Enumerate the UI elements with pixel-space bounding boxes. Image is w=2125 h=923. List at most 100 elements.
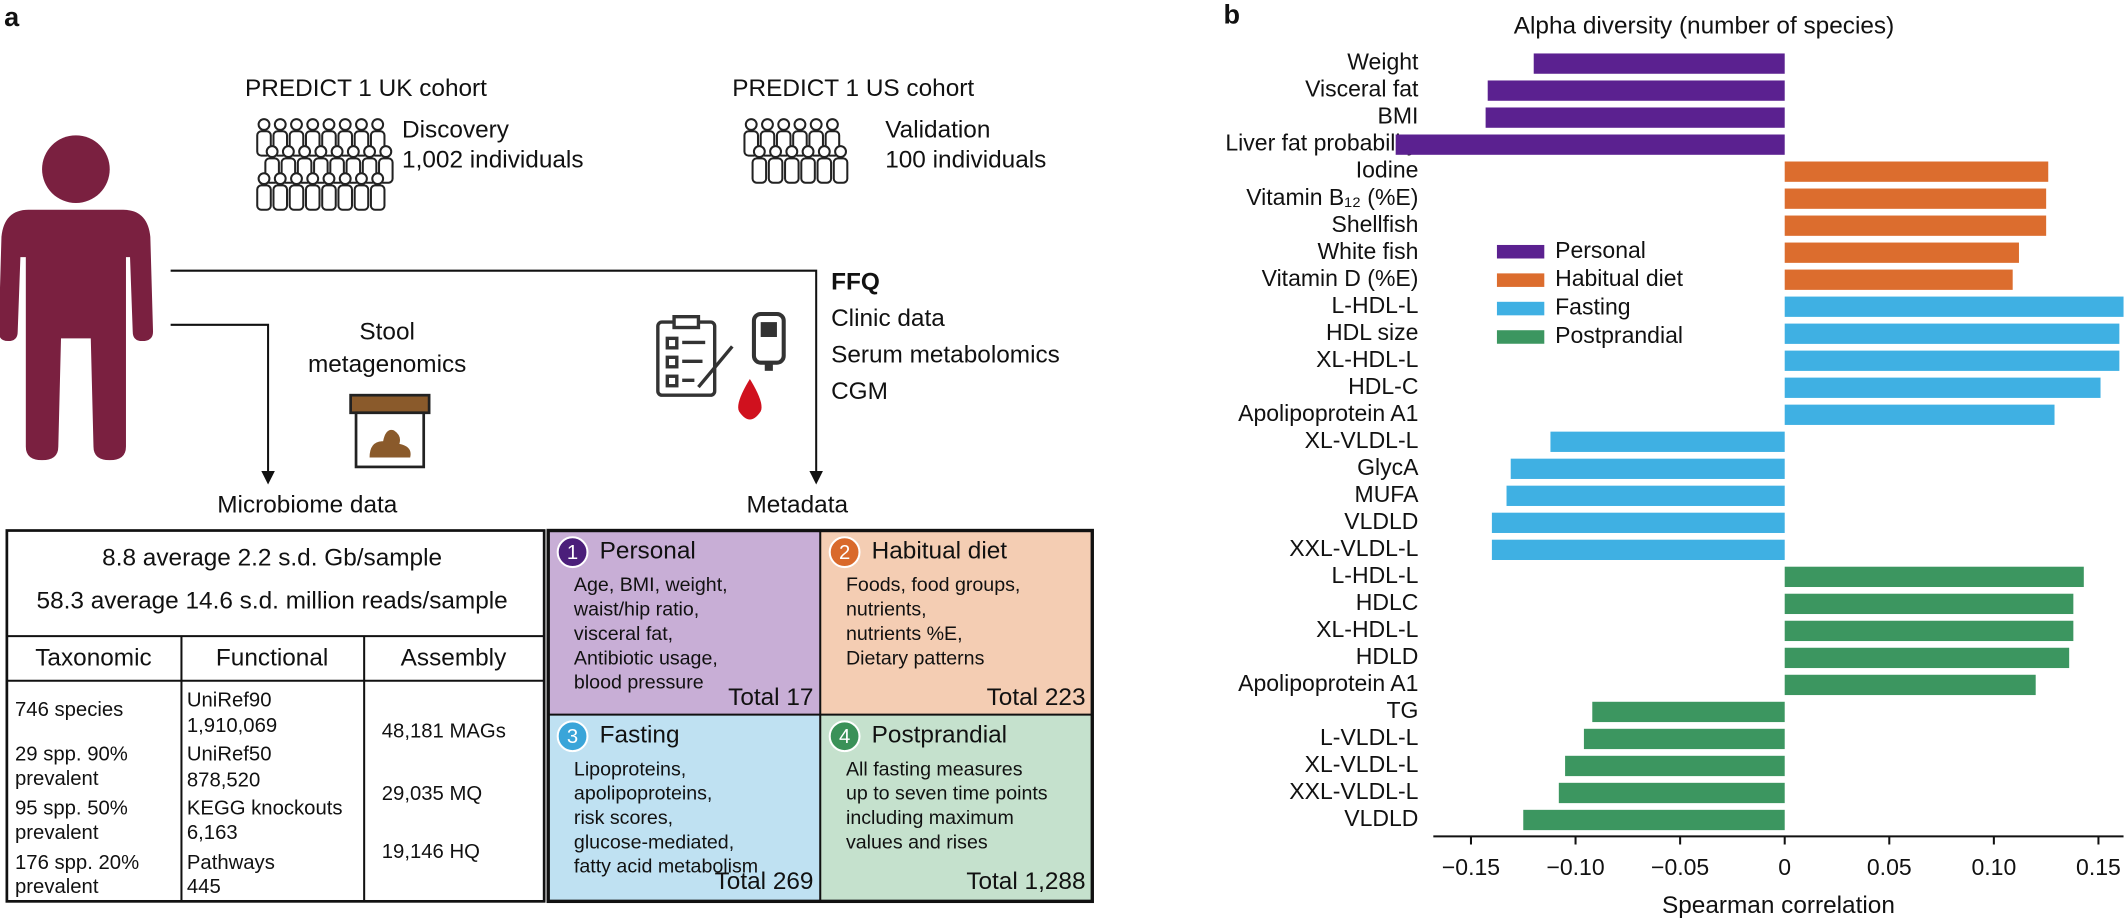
functional-cell: UniRef50 xyxy=(187,744,272,766)
person-outline xyxy=(290,172,303,186)
y-tick-label: White fish xyxy=(1317,238,1418,264)
category-description: visceral fat, xyxy=(574,623,673,645)
person-outline xyxy=(371,118,385,131)
person-outline xyxy=(785,145,799,159)
category-number: 3 xyxy=(567,726,578,748)
bar xyxy=(1485,107,1785,128)
person-outline xyxy=(338,172,352,186)
assembly-cell: 19,146 HQ xyxy=(382,841,480,863)
x-tick-label: −0.10 xyxy=(1546,854,1604,880)
bar xyxy=(1506,485,1785,506)
microbiome-box xyxy=(5,529,546,903)
bar xyxy=(1491,512,1785,533)
y-tick-label: Apolipoprotein A1 xyxy=(1238,670,1418,696)
legend-swatch xyxy=(1496,301,1545,316)
stool-label: metagenomics xyxy=(308,351,466,378)
table-header: Assembly xyxy=(401,645,507,672)
category-badge xyxy=(828,536,861,569)
category-name: Postprandial xyxy=(872,722,1007,749)
category-description: glucose-mediated, xyxy=(574,831,734,853)
category-number: 4 xyxy=(839,726,850,748)
y-tick-label: MUFA xyxy=(1355,481,1420,507)
legend-swatch xyxy=(1496,244,1545,259)
legend-label: Fasting xyxy=(1555,294,1630,320)
bar xyxy=(1784,404,2055,425)
sequencing-stat: 8.8 average 2.2 s.d. Gb/sample xyxy=(102,544,442,571)
person-outline xyxy=(379,145,393,159)
bar xyxy=(1784,161,2049,182)
functional-cell: 445 xyxy=(187,876,221,898)
person-outline xyxy=(752,145,766,159)
category-description: fatty acid metabolism xyxy=(574,856,758,878)
bar xyxy=(1523,809,1785,831)
category-total: Total 269 xyxy=(715,868,814,895)
y-tick-label: HDL-C xyxy=(1348,373,1418,399)
legend-swatch xyxy=(1496,273,1545,287)
category-description: Lipoproteins, xyxy=(574,758,686,780)
bar xyxy=(1510,458,1785,479)
category-badge xyxy=(828,720,861,753)
y-tick-label: BMI xyxy=(1378,103,1419,129)
metadata-input: FFQ xyxy=(831,268,880,295)
bar xyxy=(1487,80,1785,101)
functional-cell: 6,163 xyxy=(187,822,238,844)
functional-cell: UniRef90 xyxy=(187,689,272,711)
bar xyxy=(1784,566,2084,588)
bar xyxy=(1784,593,2074,615)
category-name: Fasting xyxy=(600,722,680,749)
taxonomic-cell: 746 species xyxy=(15,699,123,721)
category-description: Antibiotic usage, xyxy=(574,647,718,669)
sequencing-stat: 58.3 average 14.6 s.d. million reads/sam… xyxy=(37,588,508,615)
taxonomic-cell: 29 spp. 90% xyxy=(15,744,128,766)
person-outline xyxy=(751,157,768,184)
panel-label: a xyxy=(4,2,20,32)
y-tick-label: L-HDL-L xyxy=(1332,562,1419,588)
y-tick-label: XL-VLDL-L xyxy=(1305,751,1419,777)
y-tick-label: XL-HDL-L xyxy=(1316,346,1418,372)
functional-cell: Pathways xyxy=(187,852,275,874)
category-description: apolipoproteins, xyxy=(574,783,712,805)
person-outline xyxy=(337,184,353,211)
y-tick-label: Apolipoprotein A1 xyxy=(1238,400,1418,426)
person-outline xyxy=(257,172,271,186)
y-tick-label: Visceral fat xyxy=(1305,76,1419,102)
y-tick-label: HDLC xyxy=(1356,589,1419,615)
person-outline xyxy=(281,145,295,159)
panel-label: b xyxy=(1224,0,1241,29)
bar xyxy=(1784,296,2124,317)
legend-label: Habitual diet xyxy=(1555,265,1683,291)
category-description: Foods, food groups, xyxy=(846,574,1020,596)
person-outline xyxy=(744,118,758,131)
person-outline xyxy=(322,118,336,131)
y-tick-label: Iodine xyxy=(1356,157,1419,183)
legend-label: Postprandial xyxy=(1555,322,1683,348)
x-tick-label: −0.15 xyxy=(1442,854,1500,880)
person-outline xyxy=(767,157,784,184)
x-tick-label: 0.15 xyxy=(2076,854,2121,880)
y-tick-label: Weight xyxy=(1347,49,1419,75)
person-outline xyxy=(290,118,303,131)
person-outline xyxy=(273,172,287,186)
taxonomic-cell: prevalent xyxy=(15,768,99,790)
microbiome-label: Microbiome data xyxy=(217,492,398,519)
category-description: All fasting measures xyxy=(846,758,1023,780)
functional-cell: 878,520 xyxy=(187,769,260,791)
person-outline xyxy=(338,118,352,131)
x-tick-label: −0.05 xyxy=(1651,854,1709,880)
person-outline xyxy=(355,118,368,131)
person-outline xyxy=(825,118,839,131)
cohort-count: 100 individuals xyxy=(885,146,1046,173)
category-description: nutrients, xyxy=(846,599,927,621)
category-description: nutrients %E, xyxy=(846,623,963,645)
person-outline xyxy=(273,118,287,131)
y-tick-label: VLDLD xyxy=(1344,508,1418,534)
bar xyxy=(1558,782,1785,804)
cohort-role: Discovery xyxy=(402,117,510,144)
bar xyxy=(1550,431,1785,452)
y-tick-label: L-VLDL-L xyxy=(1320,724,1419,750)
person-outline xyxy=(809,118,823,131)
taxonomic-cell: 95 spp. 50% xyxy=(15,798,128,820)
